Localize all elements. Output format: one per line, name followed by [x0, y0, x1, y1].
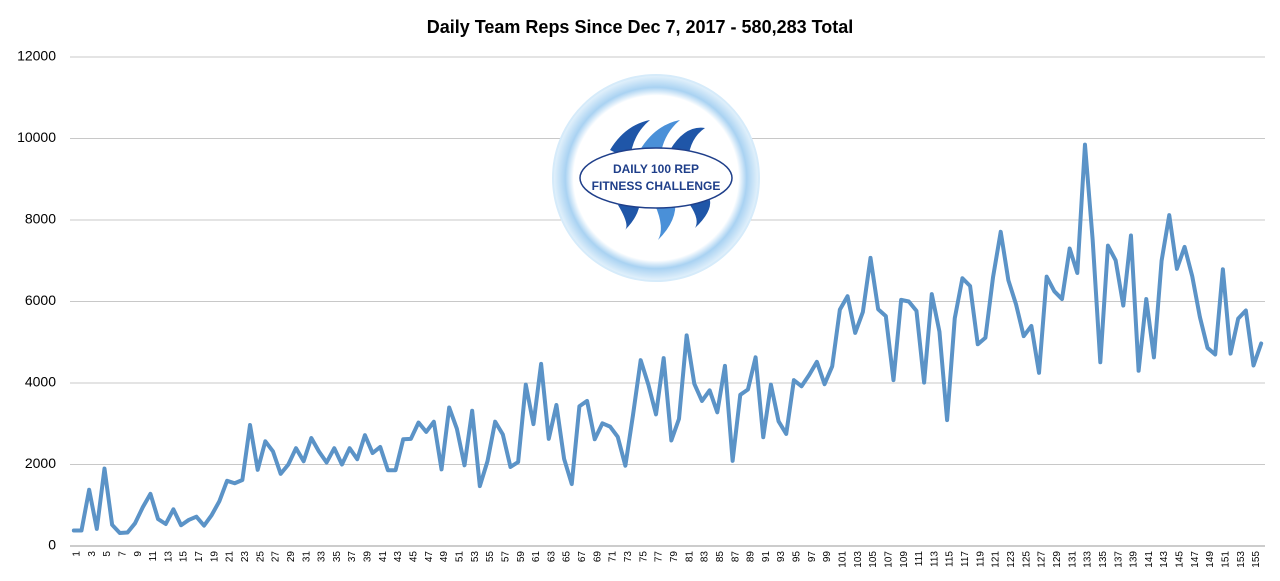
- logo-ellipse: [579, 147, 733, 209]
- x-tick-label: 1: [71, 551, 82, 557]
- logo-text: FITNESS CHALLENGE: [592, 179, 721, 193]
- x-tick-label: 93: [776, 551, 787, 563]
- logo-text: DAILY 100 REP: [613, 162, 699, 176]
- x-tick-label: 113: [929, 551, 940, 567]
- x-tick-label: 71: [608, 551, 619, 563]
- x-tick-label: 129: [1052, 551, 1063, 568]
- x-tick-label: 155: [1251, 551, 1262, 568]
- y-tick-label: 0: [48, 537, 56, 553]
- x-tick-label: 19: [209, 551, 220, 563]
- x-tick-label: 21: [225, 551, 236, 563]
- x-tick-label: 133: [1083, 551, 1094, 568]
- x-tick-label: 5: [102, 551, 113, 557]
- x-tick-label: 95: [792, 551, 803, 563]
- x-tick-label: 97: [807, 551, 818, 563]
- x-tick-label: 91: [761, 551, 772, 563]
- x-tick-label: 83: [700, 551, 711, 563]
- x-tick-label: 37: [347, 551, 358, 563]
- y-tick-label: 8000: [25, 211, 56, 227]
- x-tick-label: 13: [163, 551, 174, 563]
- y-tick-label: 2000: [25, 455, 56, 471]
- x-tick-label: 81: [684, 551, 695, 563]
- x-tick-label: 139: [1129, 551, 1140, 568]
- x-tick-label: 63: [546, 551, 557, 563]
- x-tick-label: 29: [286, 551, 297, 563]
- x-tick-label: 105: [868, 551, 879, 568]
- x-tick-label: 51: [454, 551, 465, 563]
- x-tick-label: 75: [638, 551, 649, 563]
- x-tick-label: 53: [470, 551, 481, 563]
- y-tick-label: 10000: [17, 129, 56, 145]
- x-tick-label: 45: [409, 551, 420, 563]
- x-tick-label: 109: [899, 551, 910, 568]
- y-tick-label: 12000: [17, 48, 56, 64]
- x-tick-label: 61: [531, 551, 542, 563]
- x-tick-label: 59: [516, 551, 527, 563]
- x-tick-label: 49: [439, 551, 450, 563]
- x-tick-label: 85: [715, 551, 726, 563]
- x-tick-label: 99: [822, 551, 833, 563]
- x-tick-label: 69: [592, 551, 603, 563]
- x-tick-label: 103: [853, 551, 864, 568]
- x-tick-label: 25: [255, 551, 266, 563]
- x-tick-label: 73: [623, 551, 634, 563]
- x-tick-label: 125: [1021, 551, 1032, 568]
- x-tick-label: 87: [730, 551, 741, 563]
- logo-fin: [655, 200, 676, 240]
- x-tick-label: 65: [562, 551, 573, 563]
- x-tick-label: 67: [577, 551, 588, 563]
- x-tick-label: 107: [883, 551, 894, 568]
- x-tick-label: 145: [1175, 551, 1186, 568]
- x-tick-label: 7: [117, 551, 128, 557]
- x-tick-label: 151: [1221, 551, 1232, 568]
- x-tick-label: 41: [378, 551, 389, 563]
- x-tick-label: 123: [1006, 551, 1017, 568]
- x-tick-label: 127: [1037, 551, 1048, 568]
- logo-fin: [690, 200, 711, 228]
- chart-title: Daily Team Reps Since Dec 7, 2017 - 580,…: [427, 17, 854, 37]
- x-tick-label: 101: [837, 551, 848, 568]
- logo: DAILY 100 REP FITNESS CHALLENGE: [552, 74, 760, 282]
- x-tick-label: 23: [240, 551, 251, 563]
- x-tick-label: 117: [960, 551, 971, 567]
- x-tick-label: 47: [424, 551, 435, 563]
- x-tick-label: 147: [1190, 551, 1201, 568]
- x-tick-label: 119: [975, 551, 986, 567]
- x-tick-label: 27: [271, 551, 282, 563]
- x-tick-label: 31: [301, 551, 312, 563]
- x-tick-label: 153: [1236, 551, 1247, 568]
- x-tick-label: 11: [148, 551, 159, 562]
- x-tick-label: 57: [500, 551, 511, 563]
- x-tick-label: 35: [332, 551, 343, 563]
- x-tick-label: 79: [669, 551, 680, 563]
- x-tick-label: 33: [317, 551, 328, 563]
- x-tick-label: 143: [1159, 551, 1170, 568]
- x-tick-label: 9: [133, 551, 144, 557]
- y-tick-label: 4000: [25, 374, 56, 390]
- data-line: [71, 142, 1264, 535]
- x-tick-label: 15: [179, 551, 190, 563]
- x-tick-label: 135: [1098, 551, 1109, 568]
- x-tick-label: 111: [914, 551, 925, 567]
- x-tick-label: 77: [654, 551, 665, 563]
- x-tick-label: 141: [1144, 551, 1155, 568]
- x-tick-label: 149: [1205, 551, 1216, 568]
- x-tick-label: 121: [991, 551, 1002, 568]
- x-tick-label: 55: [485, 551, 496, 563]
- x-tick-label: 115: [945, 551, 956, 567]
- x-tick-label: 131: [1067, 551, 1078, 568]
- x-tick-label: 137: [1113, 551, 1124, 568]
- x-tick-label: 3: [87, 551, 98, 557]
- x-tick-label: 17: [194, 551, 205, 563]
- x-tick-label: 43: [393, 551, 404, 563]
- logo-fin: [610, 120, 650, 160]
- y-tick-label: 6000: [25, 292, 56, 308]
- x-tick-label: 39: [363, 551, 374, 563]
- x-tick-label: 89: [746, 551, 757, 563]
